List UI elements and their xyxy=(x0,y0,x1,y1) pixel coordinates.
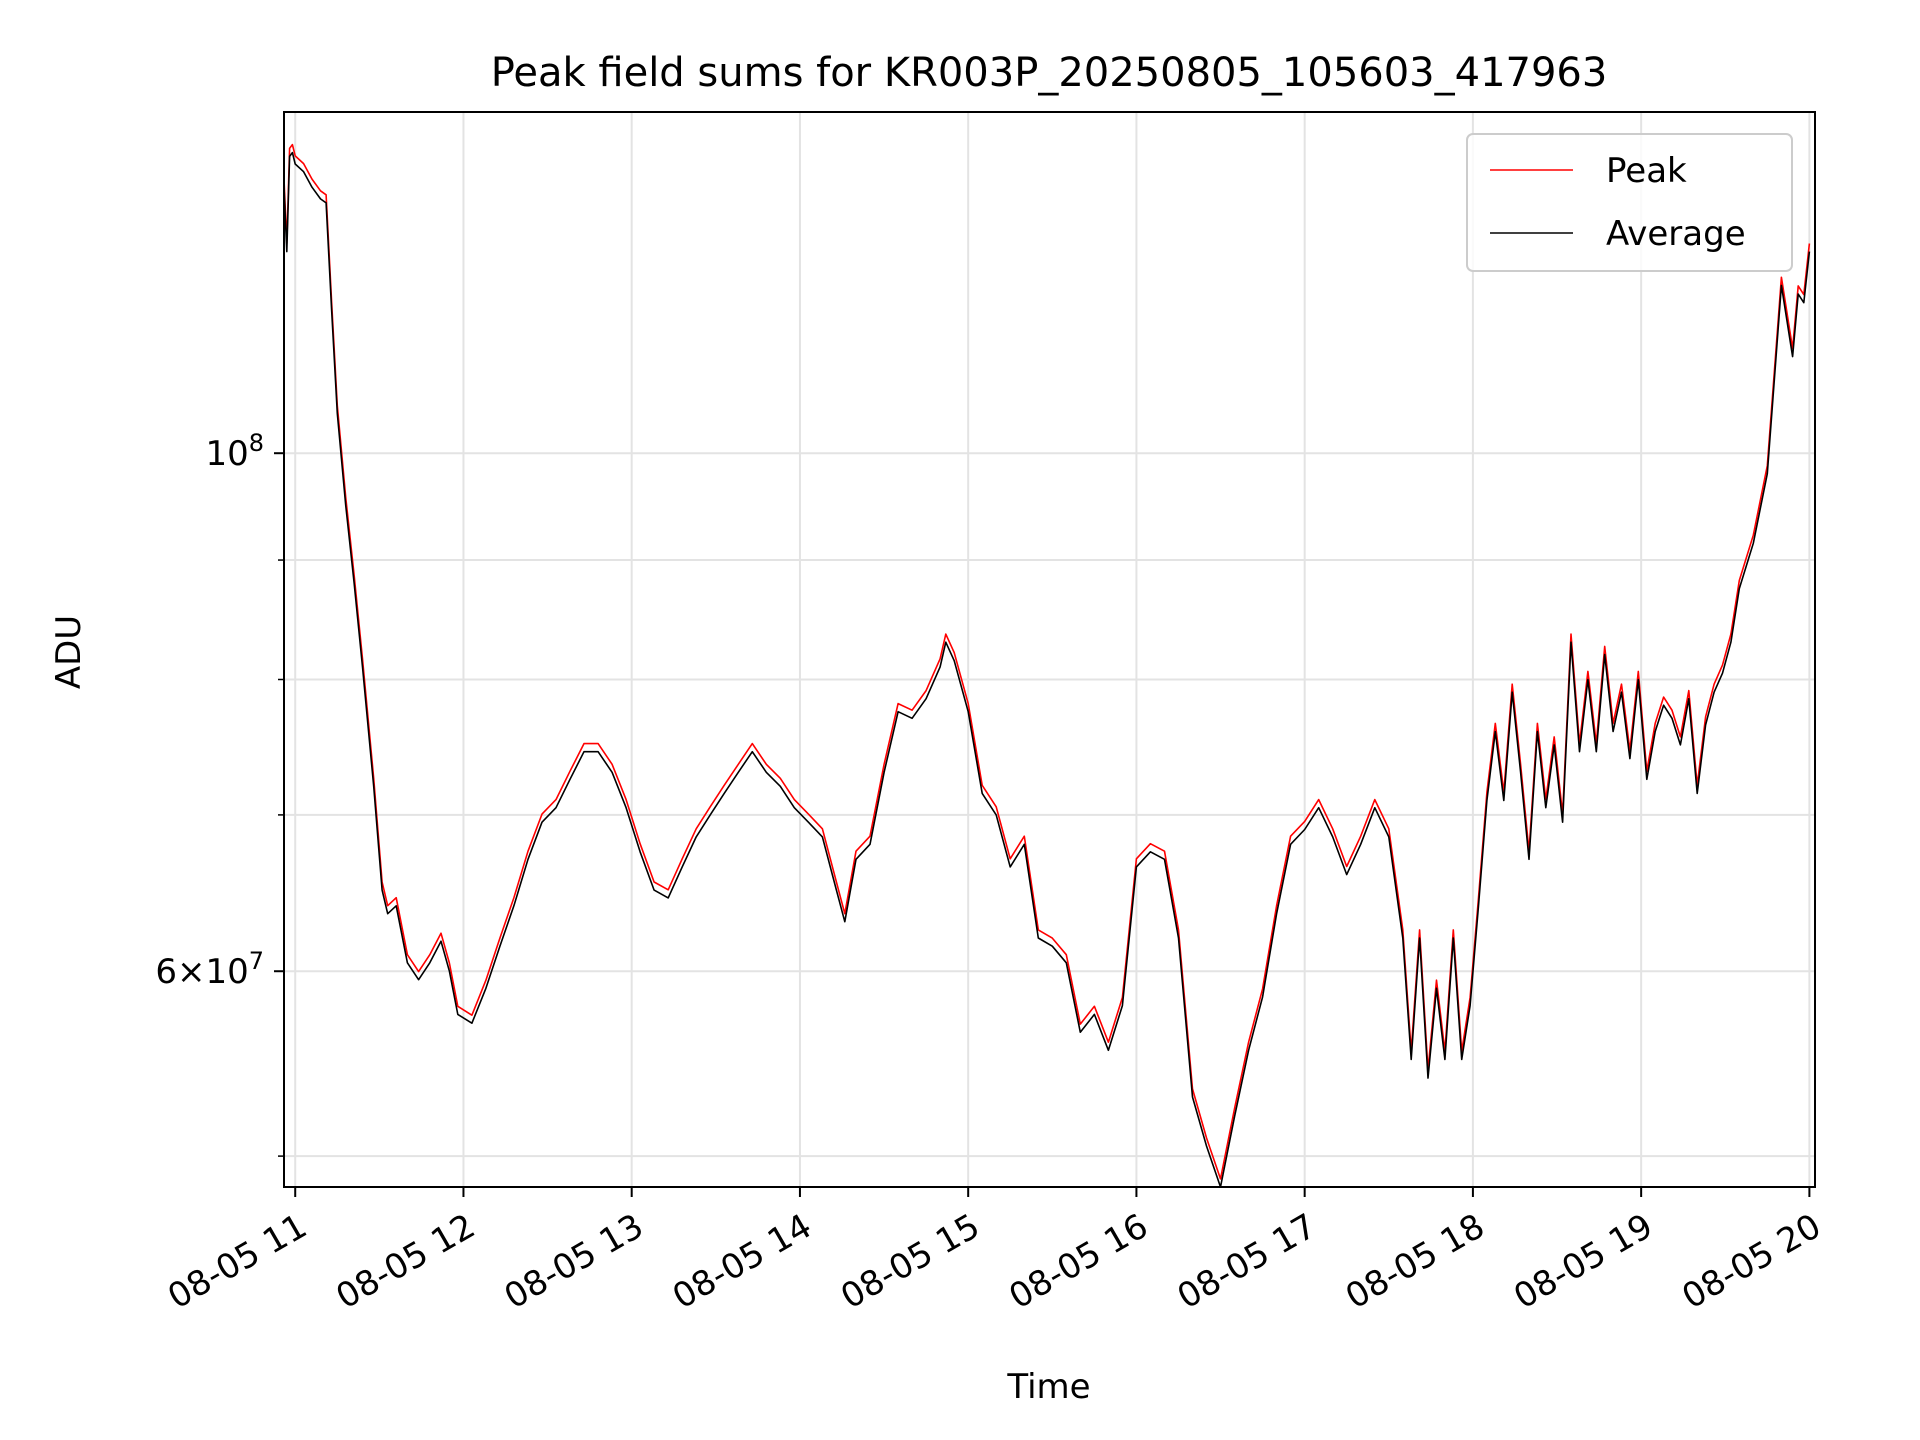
axes-frame xyxy=(283,111,1816,1188)
legend-label-average: Average xyxy=(1606,214,1746,254)
y-tick-label: 6×107 xyxy=(155,947,264,992)
series-line-average xyxy=(283,151,1811,1188)
legend: Peak Average xyxy=(1466,133,1793,272)
x-tick-label: 08-05 18 xyxy=(1339,1206,1491,1317)
legend-box xyxy=(1466,133,1793,272)
chart-title: Peak field sums for KR003P_20250805_1056… xyxy=(491,50,1608,96)
x-tick-label: 08-05 19 xyxy=(1507,1206,1659,1317)
x-tick-label: 08-05 11 xyxy=(161,1206,313,1317)
legend-label-peak: Peak xyxy=(1606,151,1687,191)
x-tick-label: 08-05 14 xyxy=(666,1206,818,1317)
x-axis-label: Time xyxy=(1006,1367,1090,1407)
grid xyxy=(284,112,1815,1187)
y-tick-label: 108 xyxy=(205,429,264,474)
x-tick-label: 08-05 17 xyxy=(1171,1206,1323,1317)
x-axis: 08-05 11 08-05 12 08-05 13 08-05 14 08-05 15… xyxy=(161,1187,1828,1317)
x-tick-label: 08-05 16 xyxy=(1003,1206,1155,1317)
x-tick-label: 08-05 13 xyxy=(498,1206,650,1317)
x-tick-label: 08-05 15 xyxy=(834,1206,986,1317)
series-line-peak xyxy=(283,143,1811,1180)
y-axis: 108 6×107 xyxy=(155,429,284,1157)
plot-lines xyxy=(283,143,1811,1188)
x-tick-label: 08-05 20 xyxy=(1675,1206,1827,1317)
x-tick-label: 08-05 12 xyxy=(330,1206,482,1317)
y-axis-label: ADU xyxy=(49,615,89,689)
